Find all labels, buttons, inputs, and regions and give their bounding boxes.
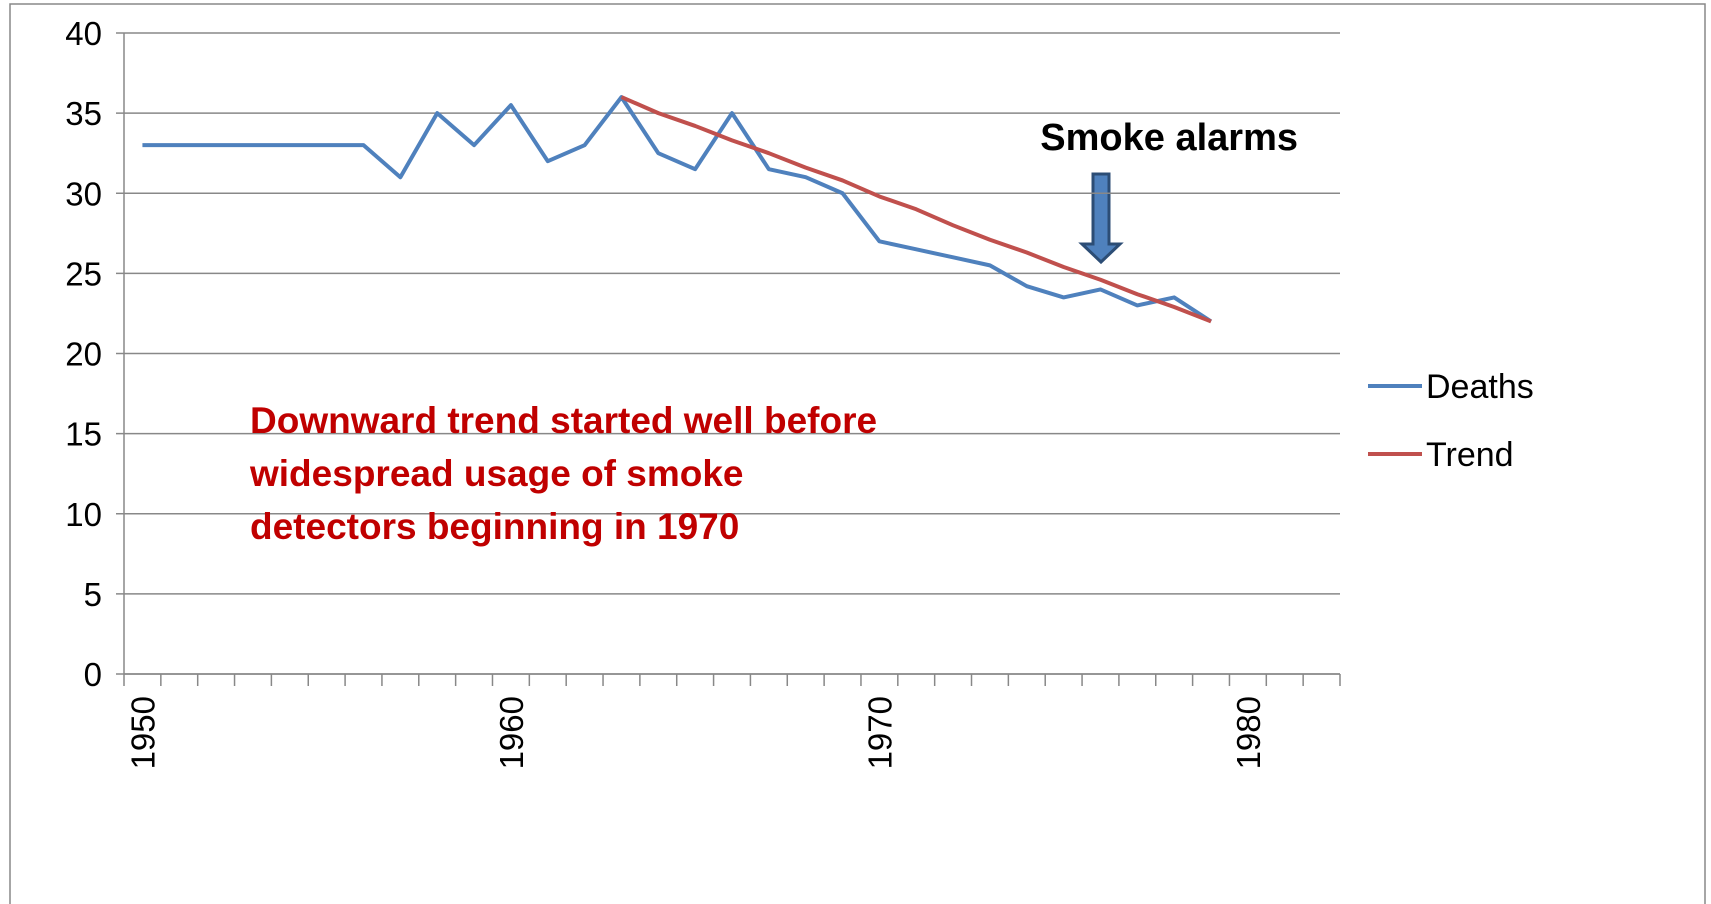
series-line	[620, 95, 1212, 324]
x-tick-label: 1950	[124, 696, 161, 769]
y-tick-label: 10	[65, 496, 102, 533]
annotation: Downward trend started well before wides…	[250, 400, 878, 547]
annotation: Smoke alarms	[1040, 117, 1298, 159]
y-tick-label: 40	[65, 15, 102, 52]
legend-label: Trend	[1426, 436, 1514, 474]
y-tick-label: 25	[65, 255, 102, 292]
y-tick-label: 5	[84, 576, 102, 613]
arrow	[1078, 172, 1124, 265]
series-line	[142, 95, 1213, 324]
chart-border	[9, 3, 1706, 904]
y-tick-label: 0	[84, 656, 102, 693]
y-tick-label: 20	[65, 336, 102, 373]
legend-label: Deaths	[1426, 368, 1534, 406]
x-tick-label: 1980	[1230, 696, 1267, 769]
y-tick-label: 30	[65, 175, 102, 212]
x-tick-label: 1960	[493, 696, 530, 769]
x-tick-label: 1970	[861, 696, 898, 769]
y-tick-label: 35	[65, 95, 102, 132]
y-tick-label: 15	[65, 416, 102, 453]
